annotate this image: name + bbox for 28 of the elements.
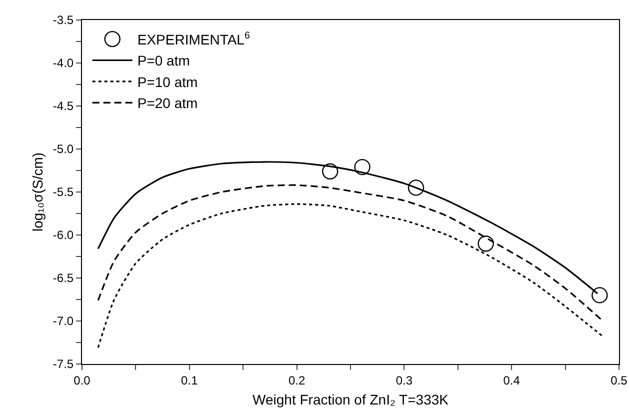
x-tick-label: 0.4 [503,373,520,388]
point [322,163,338,180]
legend-label: P=20 atm [137,95,198,112]
x-tick-label: 0.1 [181,373,198,388]
y-tick-label: -5.0 [52,142,74,156]
y-tick-label: -6.0 [52,228,74,242]
point [592,287,608,304]
y-axis-title: log₁₀σ(S/cm) [30,152,46,232]
x-tick-label: 0.2 [288,373,306,388]
y-tick-label: -6.5 [52,271,74,286]
legend-label: P=0 atm [137,52,190,69]
y-tick-label: -7.5 [52,357,74,372]
x-tick-label: 0.0 [74,373,91,388]
y-tick-label: -4.0 [52,56,74,70]
x-tick-label: 0.3 [396,373,413,388]
y-tick-label: -4.5 [52,99,74,114]
y-tick-label: -7.0 [52,314,74,328]
point [408,180,424,196]
legend-label: EXPERIMENTAL$^{6}$ [137,30,250,48]
line-series [97,184,604,322]
line-series [97,203,603,348]
y-tick-label: -5.5 [52,185,74,200]
x-axis-title: Weight Fraction of ZnI₂ T=333K [252,392,450,408]
x-tick-label: 0.5 [610,373,628,388]
point [478,236,494,252]
legend-label: P=10 atm [137,74,198,90]
y-tick-label: -3.5 [52,13,74,28]
point [354,158,370,176]
